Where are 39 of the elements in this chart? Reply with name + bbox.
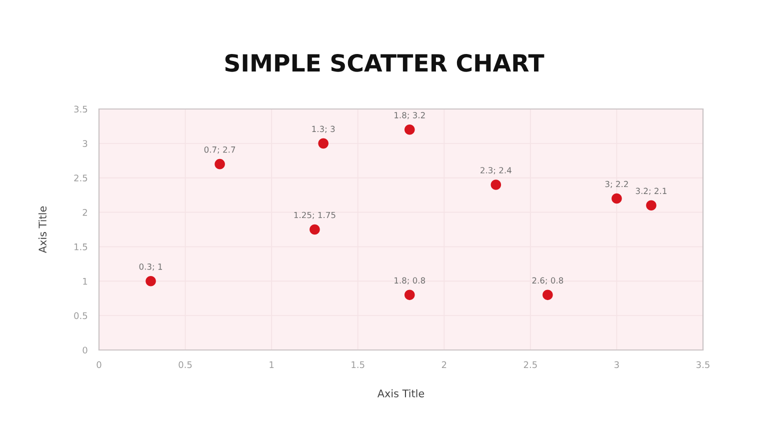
data-label: 3; 2.2 bbox=[605, 180, 628, 188]
y-tick-label: 1 bbox=[83, 278, 88, 285]
y-tick-label: 0.5 bbox=[74, 312, 88, 320]
y-tick-label: 2.5 bbox=[74, 174, 88, 182]
x-tick-label: 1 bbox=[270, 361, 274, 368]
x-tick-label: 0 bbox=[96, 361, 102, 368]
y-tick-label: 0 bbox=[82, 346, 88, 354]
data-label: 2.3; 2.4 bbox=[480, 167, 512, 174]
data-label: 2.6; 0.8 bbox=[532, 277, 564, 284]
x-tick-label: 2.5 bbox=[524, 361, 537, 368]
x-tick-label: 3.5 bbox=[696, 361, 710, 368]
x-tick-label: 1.5 bbox=[352, 361, 364, 368]
data-label: 1.8; 0.8 bbox=[394, 277, 426, 284]
point bbox=[542, 290, 553, 300]
x-tick-label: 0.5 bbox=[178, 361, 192, 368]
data-label: 1.25; 1.75 bbox=[294, 212, 336, 220]
data-label: 0.7; 2.7 bbox=[204, 146, 236, 154]
point bbox=[318, 138, 328, 149]
y-tick-label: 3 bbox=[82, 140, 88, 147]
x-tick-label: 3 bbox=[614, 361, 619, 368]
point bbox=[646, 200, 656, 211]
y-tick-label: 3.5 bbox=[74, 106, 88, 113]
data-label: 1.3; 3 bbox=[312, 126, 335, 133]
x-axis-title: Axis Title bbox=[377, 389, 424, 398]
point bbox=[612, 193, 622, 204]
chart-title: SIMPLE SCATTER CHART bbox=[225, 54, 544, 72]
point bbox=[490, 180, 502, 190]
y-tick-label: 2 bbox=[82, 209, 87, 216]
data-label: 3.2; 2.1 bbox=[636, 188, 666, 195]
y-tick-label: 1.5 bbox=[74, 244, 88, 250]
y-axis-title: Axis Title bbox=[38, 206, 47, 254]
point bbox=[404, 290, 415, 300]
data-label: 1.8; 3.2 bbox=[394, 112, 425, 120]
x-tick-label: 2 bbox=[442, 361, 446, 368]
point bbox=[310, 224, 320, 235]
point bbox=[146, 276, 156, 286]
point bbox=[404, 124, 415, 135]
data-label: 0.3; 1 bbox=[139, 264, 162, 271]
point bbox=[214, 158, 225, 170]
